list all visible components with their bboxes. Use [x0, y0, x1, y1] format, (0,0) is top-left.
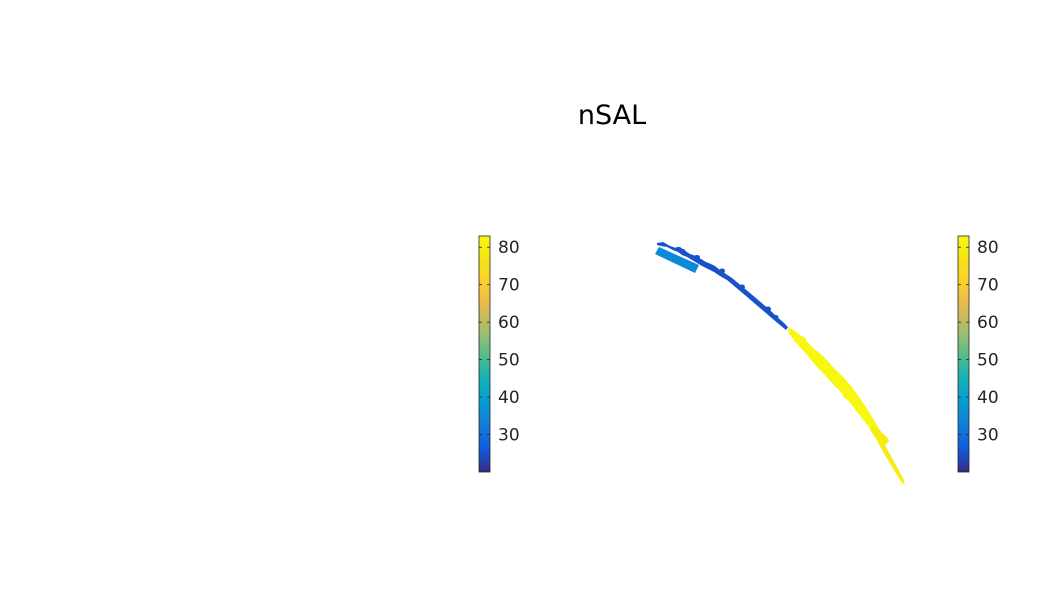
map-segment-southern-tip	[870, 425, 905, 484]
map-blotch	[853, 401, 863, 409]
map-speckle	[680, 249, 686, 253]
map-blotch	[810, 351, 820, 359]
map-speckle	[694, 255, 700, 259]
left-colorbar: 30 40 50 60 70 80	[478, 235, 520, 473]
colorbar-tick-label: 50	[977, 351, 999, 371]
map-blotch	[823, 366, 833, 374]
colorbar-tick-label: 30	[498, 426, 520, 446]
colorbar-tick-label: 50	[498, 351, 520, 371]
colorbar-gradient	[957, 235, 970, 473]
map-blotch	[861, 412, 871, 420]
colorbar-tick-label: 30	[977, 426, 999, 446]
colorbar-tick-label: 60	[498, 313, 520, 333]
colorbar-tick-label: 70	[977, 276, 999, 296]
map-speckle	[675, 247, 681, 251]
colorbar-tick-label: 40	[498, 388, 520, 408]
colorbar-tick-label: 70	[498, 276, 520, 296]
map-blotch	[833, 378, 847, 388]
map-speckle	[765, 306, 771, 312]
colorbar-tick-label: 80	[498, 238, 520, 258]
map-speckle	[739, 284, 745, 290]
right-colorbar: 30 40 50 60 70 80	[957, 235, 999, 473]
colorbar-tick-label: 40	[977, 388, 999, 408]
map-speckle	[719, 268, 725, 274]
colorbar-gradient	[478, 235, 491, 473]
chart-title: nSAL	[578, 100, 646, 131]
map-segment-offshore-block	[655, 247, 699, 273]
map-speckle	[773, 315, 779, 319]
map-plot	[655, 242, 905, 484]
map-blotch	[843, 390, 857, 400]
colorbar-tick-label: 80	[977, 238, 999, 258]
colorbar-tick-label: 60	[977, 313, 999, 333]
map-blotch	[794, 336, 806, 344]
